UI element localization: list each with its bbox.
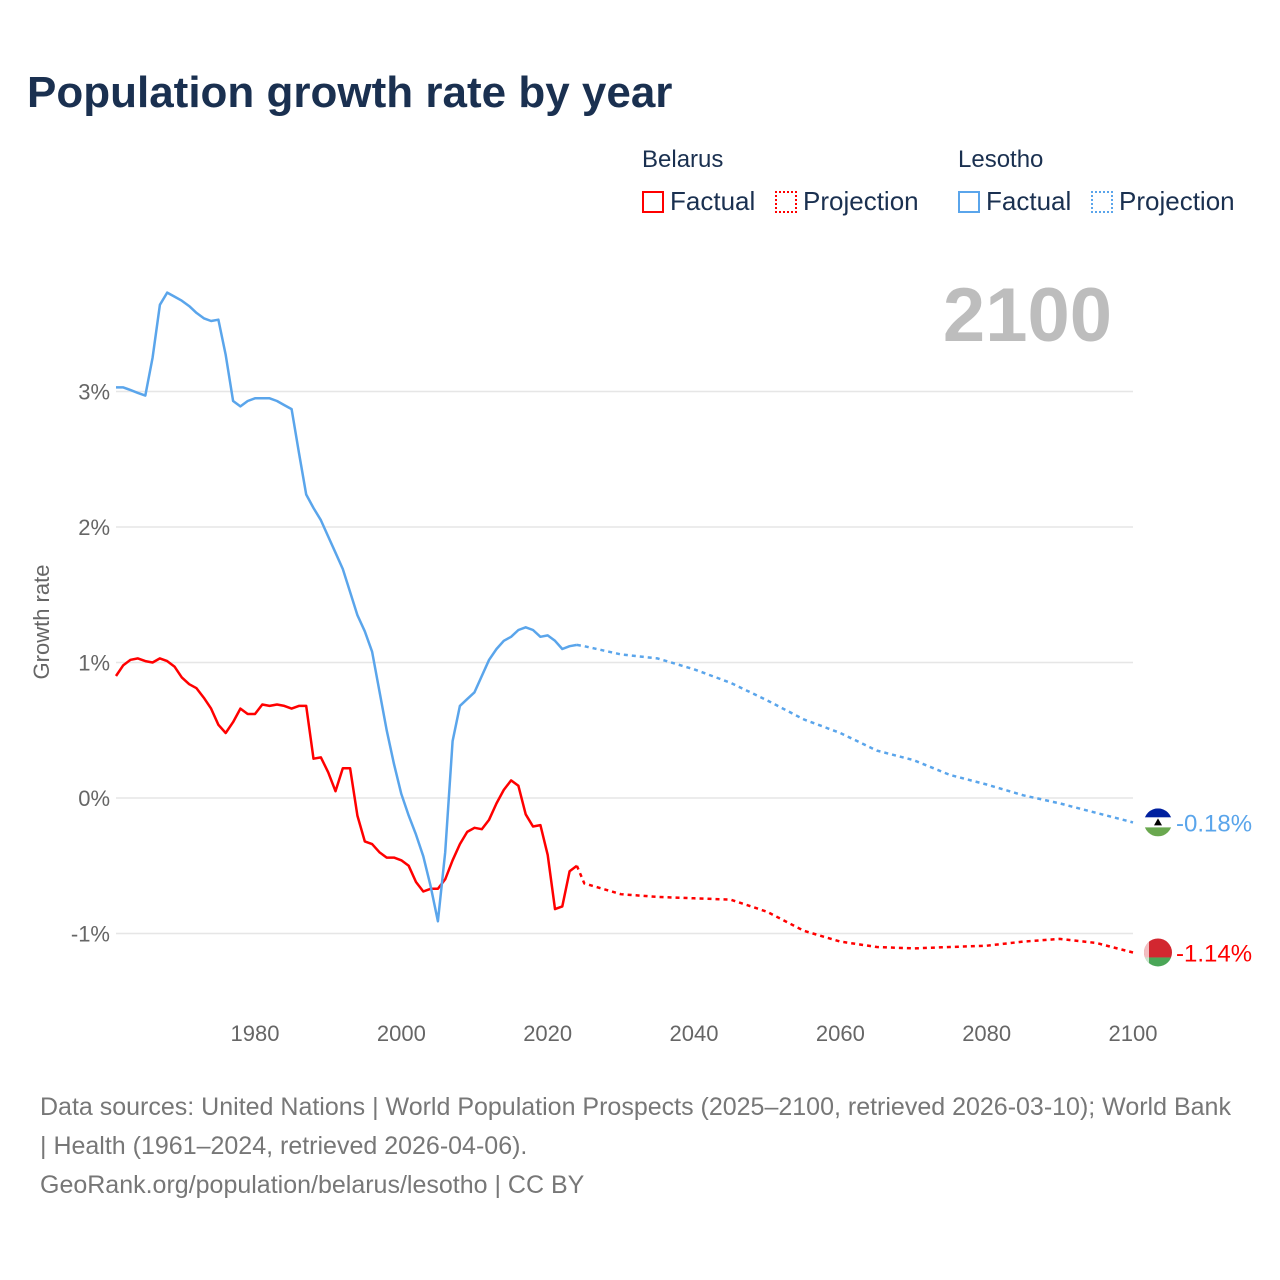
y-tick-label: 2% <box>78 515 110 540</box>
belarus-ornament-icon <box>1144 938 1149 967</box>
x-tick-label: 2080 <box>962 1021 1011 1046</box>
x-tick-label: 2060 <box>816 1021 865 1046</box>
legend-swatch <box>1091 190 1113 213</box>
x-tick-label: 2100 <box>1109 1021 1158 1046</box>
legend-swatch <box>958 190 980 213</box>
lesotho-hat-icon <box>1154 818 1162 826</box>
legend-label: Factual <box>986 186 1072 216</box>
x-tick-label: 1980 <box>231 1021 280 1046</box>
legend-label: Projection <box>1119 186 1235 216</box>
legend-lesotho-projection[interactable]: Projection <box>1091 186 1235 217</box>
source-link[interactable]: GeoRank.org/population/belarus/lesotho |… <box>40 1171 585 1199</box>
x-tick-label: 2000 <box>377 1021 426 1046</box>
belarus-factual-line <box>114 657 578 911</box>
legend-swatch <box>775 190 797 213</box>
lesotho-flag-icon <box>1144 808 1172 818</box>
belarus-flag-icon <box>1144 957 1172 967</box>
footer: Data sources: United Nations | World Pop… <box>40 1088 1240 1205</box>
y-tick-label: -1% <box>71 922 110 947</box>
belarus-projection-line <box>575 865 1134 954</box>
legend-belarus-factual[interactable]: Factual <box>642 186 755 217</box>
lesotho-projection-line <box>576 643 1134 824</box>
x-tick-label: 2040 <box>670 1021 719 1046</box>
current-year-label: 2100 <box>942 273 1112 358</box>
y-tick-label: 1% <box>78 651 110 676</box>
legend-swatch <box>642 190 664 213</box>
lesotho-factual-line <box>116 291 578 923</box>
lesotho-end-label: -0.18% <box>1176 810 1252 837</box>
y-tick-label: 3% <box>78 380 110 405</box>
legend-belarus-projection[interactable]: Projection <box>775 186 919 217</box>
legend-label: Projection <box>803 186 919 216</box>
chart-title: Population growth rate by year <box>27 68 673 117</box>
x-tick-label: 2020 <box>523 1021 572 1046</box>
data-sources: Data sources: United Nations | World Pop… <box>40 1093 1231 1160</box>
legend-group-belarus: Belarus <box>642 146 724 173</box>
y-tick-label: 0% <box>78 786 110 811</box>
belarus-flag-icon <box>1144 938 1172 958</box>
legend-group-lesotho: Lesotho <box>958 146 1044 173</box>
legend-label: Factual <box>670 186 756 216</box>
lesotho-flag-icon <box>1144 827 1172 837</box>
belarus-end-label: -1.14% <box>1176 940 1252 967</box>
legend-lesotho-factual[interactable]: Factual <box>958 186 1071 217</box>
